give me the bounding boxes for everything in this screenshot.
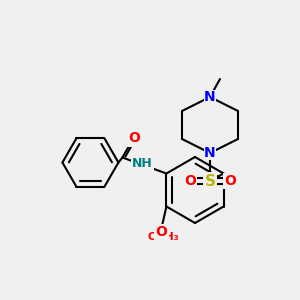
Text: S: S — [205, 173, 215, 188]
Text: OCH₃: OCH₃ — [148, 232, 179, 242]
Text: O: O — [128, 131, 140, 146]
Text: O: O — [224, 174, 236, 188]
Text: NH: NH — [132, 157, 153, 170]
Text: N: N — [204, 146, 216, 160]
Text: N: N — [204, 90, 216, 104]
Text: O: O — [184, 174, 196, 188]
Text: O: O — [155, 226, 167, 239]
